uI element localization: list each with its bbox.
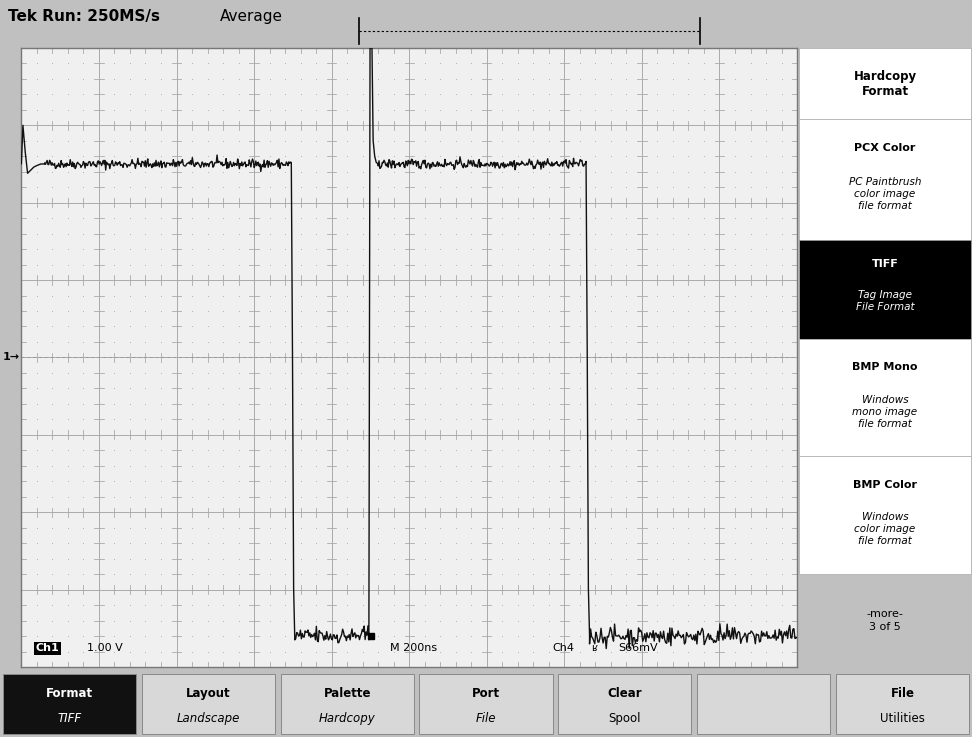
Text: Hardcopy
Format: Hardcopy Format xyxy=(853,69,917,97)
Bar xyxy=(420,674,552,734)
Text: BMP Color: BMP Color xyxy=(853,480,917,489)
Text: Windows
mono image
file format: Windows mono image file format xyxy=(852,395,918,429)
Bar xyxy=(799,339,971,456)
Bar xyxy=(697,674,830,734)
Text: File: File xyxy=(890,688,915,700)
Text: Windows
color image
file format: Windows color image file format xyxy=(854,512,916,546)
Bar xyxy=(3,674,136,734)
Text: Clear: Clear xyxy=(608,688,642,700)
Text: Landscape: Landscape xyxy=(177,712,240,725)
Text: TIFF: TIFF xyxy=(872,259,898,268)
Bar xyxy=(836,674,969,734)
Text: ʁ: ʁ xyxy=(592,643,598,654)
Text: S66mV: S66mV xyxy=(618,643,658,654)
Text: PC Paintbrush
color image
file format: PC Paintbrush color image file format xyxy=(849,177,921,211)
Text: 1.00 V: 1.00 V xyxy=(87,643,123,654)
Bar xyxy=(142,674,275,734)
Bar xyxy=(799,48,971,119)
Text: Ch4: Ch4 xyxy=(553,643,574,654)
Text: Utilities: Utilities xyxy=(880,712,925,725)
Bar xyxy=(281,674,414,734)
Text: File: File xyxy=(475,712,497,725)
Text: Ch1: Ch1 xyxy=(35,643,59,654)
Text: 1→: 1→ xyxy=(3,352,20,363)
Text: -more-
3 of 5: -more- 3 of 5 xyxy=(867,609,903,632)
Text: Palette: Palette xyxy=(324,688,371,700)
Text: Average: Average xyxy=(220,9,283,24)
Bar xyxy=(799,119,971,240)
Text: Port: Port xyxy=(472,688,500,700)
Text: BMP Mono: BMP Mono xyxy=(852,362,918,372)
Text: M 200ns: M 200ns xyxy=(390,643,437,654)
Bar xyxy=(558,674,691,734)
Bar xyxy=(799,240,971,339)
Text: Tag Image
File Format: Tag Image File Format xyxy=(855,290,915,312)
Text: Format: Format xyxy=(46,688,93,700)
Text: PCX Color: PCX Color xyxy=(854,143,916,153)
Text: Layout: Layout xyxy=(186,688,230,700)
Text: Hardcopy: Hardcopy xyxy=(319,712,375,725)
Text: Tek Run: 250MS/s: Tek Run: 250MS/s xyxy=(8,9,160,24)
Text: Spool: Spool xyxy=(608,712,642,725)
Text: TIFF: TIFF xyxy=(57,712,82,725)
Bar xyxy=(799,456,971,574)
